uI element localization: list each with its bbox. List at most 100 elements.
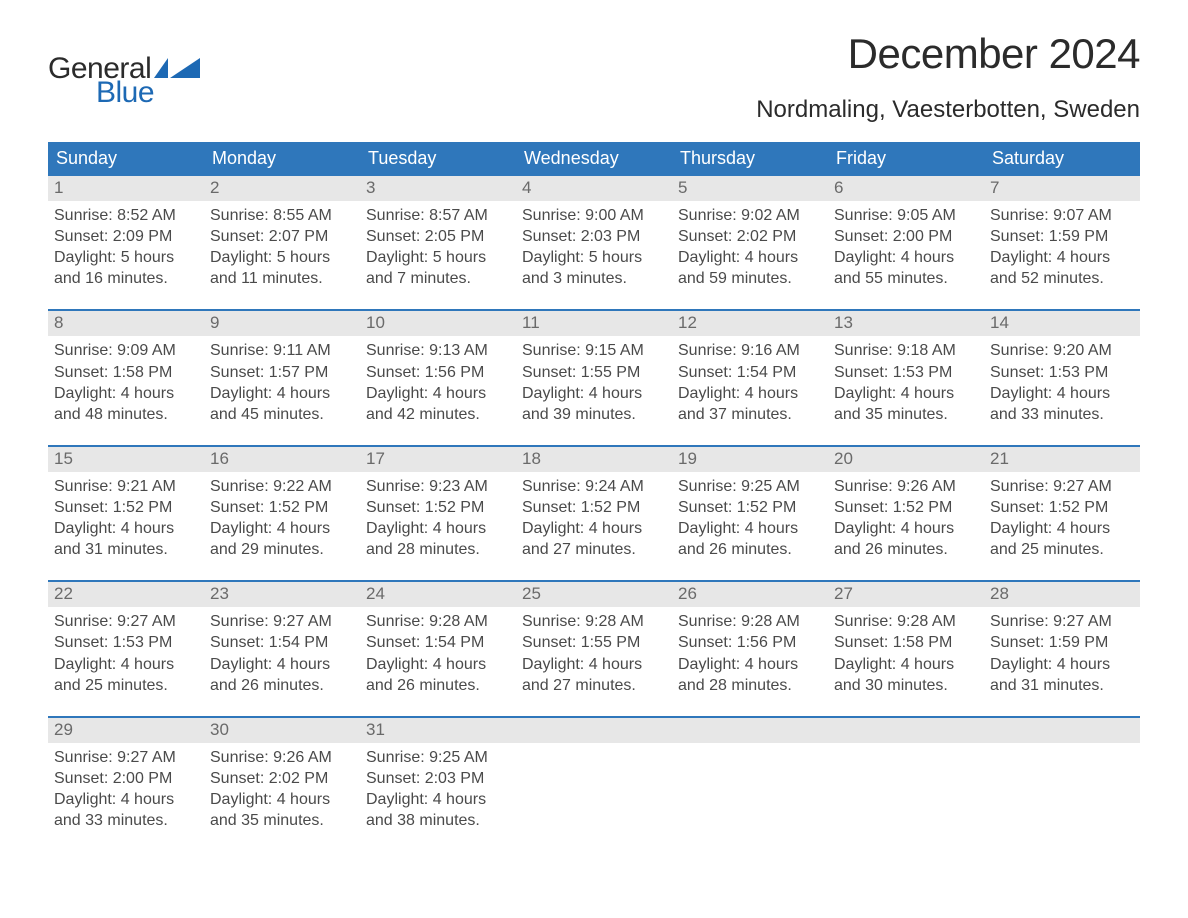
daylight-text-1: Daylight: 4 hours <box>210 789 354 810</box>
daylight-text-2: and 52 minutes. <box>990 268 1134 289</box>
sunset-text: Sunset: 1:59 PM <box>990 632 1134 653</box>
logo-text-blue: Blue <box>96 78 200 108</box>
daylight-text-1: Daylight: 4 hours <box>678 383 822 404</box>
sunset-text: Sunset: 1:58 PM <box>834 632 978 653</box>
weekday-header: Friday <box>828 142 984 176</box>
calendar-day: Sunrise: 9:00 AMSunset: 2:03 PMDaylight:… <box>516 201 672 291</box>
daylight-text-2: and 38 minutes. <box>366 810 510 831</box>
sunrise-text: Sunrise: 9:27 AM <box>210 611 354 632</box>
sunset-text: Sunset: 1:54 PM <box>210 632 354 653</box>
calendar-day <box>516 743 672 833</box>
day-number: 5 <box>672 176 828 201</box>
calendar-day: Sunrise: 9:25 AMSunset: 2:03 PMDaylight:… <box>360 743 516 833</box>
daylight-text-1: Daylight: 4 hours <box>366 789 510 810</box>
calendar-day: Sunrise: 9:27 AMSunset: 1:53 PMDaylight:… <box>48 607 204 697</box>
calendar-day <box>828 743 984 833</box>
calendar-day: Sunrise: 9:25 AMSunset: 1:52 PMDaylight:… <box>672 472 828 562</box>
sunrise-text: Sunrise: 9:27 AM <box>54 747 198 768</box>
sunrise-text: Sunrise: 9:11 AM <box>210 340 354 361</box>
daylight-text-2: and 35 minutes. <box>210 810 354 831</box>
weekday-header: Wednesday <box>516 142 672 176</box>
daylight-text-2: and 25 minutes. <box>990 539 1134 560</box>
sunset-text: Sunset: 1:52 PM <box>522 497 666 518</box>
daylight-text-2: and 31 minutes. <box>990 675 1134 696</box>
calendar-day: Sunrise: 9:27 AMSunset: 1:52 PMDaylight:… <box>984 472 1140 562</box>
daylight-text-2: and 26 minutes. <box>834 539 978 560</box>
daylight-text-1: Daylight: 4 hours <box>366 518 510 539</box>
day-number: 18 <box>516 447 672 472</box>
daylight-text-2: and 27 minutes. <box>522 675 666 696</box>
daylight-text-1: Daylight: 4 hours <box>210 383 354 404</box>
sunset-text: Sunset: 2:03 PM <box>522 226 666 247</box>
weekday-header: Sunday <box>48 142 204 176</box>
calendar-day: Sunrise: 9:18 AMSunset: 1:53 PMDaylight:… <box>828 336 984 426</box>
day-number <box>984 718 1140 723</box>
daylight-text-1: Daylight: 4 hours <box>522 383 666 404</box>
calendar-day: Sunrise: 9:11 AMSunset: 1:57 PMDaylight:… <box>204 336 360 426</box>
daylight-text-2: and 48 minutes. <box>54 404 198 425</box>
sunset-text: Sunset: 1:59 PM <box>990 226 1134 247</box>
daylight-text-1: Daylight: 4 hours <box>366 383 510 404</box>
day-number <box>516 718 672 723</box>
day-body-row: Sunrise: 9:27 AMSunset: 2:00 PMDaylight:… <box>48 743 1140 833</box>
sunrise-text: Sunrise: 9:07 AM <box>990 205 1134 226</box>
daylight-text-1: Daylight: 4 hours <box>210 654 354 675</box>
sunset-text: Sunset: 1:55 PM <box>522 632 666 653</box>
calendar-day: Sunrise: 9:09 AMSunset: 1:58 PMDaylight:… <box>48 336 204 426</box>
day-body-row: Sunrise: 9:09 AMSunset: 1:58 PMDaylight:… <box>48 336 1140 426</box>
daylight-text-1: Daylight: 4 hours <box>54 654 198 675</box>
title-block: December 2024 Nordmaling, Vaesterbotten,… <box>756 30 1140 124</box>
daylight-text-1: Daylight: 4 hours <box>54 789 198 810</box>
day-number: 11 <box>516 311 672 336</box>
daylight-text-2: and 3 minutes. <box>522 268 666 289</box>
daylight-text-2: and 33 minutes. <box>990 404 1134 425</box>
daylight-text-1: Daylight: 4 hours <box>834 518 978 539</box>
daylight-text-2: and 33 minutes. <box>54 810 198 831</box>
sunrise-text: Sunrise: 9:23 AM <box>366 476 510 497</box>
daylight-text-2: and 37 minutes. <box>678 404 822 425</box>
weekday-header: Tuesday <box>360 142 516 176</box>
sunrise-text: Sunrise: 9:09 AM <box>54 340 198 361</box>
daylight-text-2: and 27 minutes. <box>522 539 666 560</box>
day-number: 13 <box>828 311 984 336</box>
daylight-text-1: Daylight: 4 hours <box>990 654 1134 675</box>
day-number: 19 <box>672 447 828 472</box>
sunrise-text: Sunrise: 9:28 AM <box>522 611 666 632</box>
day-number: 29 <box>48 718 204 743</box>
weekday-header: Thursday <box>672 142 828 176</box>
sunrise-text: Sunrise: 9:26 AM <box>210 747 354 768</box>
calendar-day: Sunrise: 9:27 AMSunset: 2:00 PMDaylight:… <box>48 743 204 833</box>
day-number: 7 <box>984 176 1140 201</box>
calendar-day: Sunrise: 9:16 AMSunset: 1:54 PMDaylight:… <box>672 336 828 426</box>
day-number: 16 <box>204 447 360 472</box>
daylight-text-2: and 11 minutes. <box>210 268 354 289</box>
sunrise-text: Sunrise: 8:52 AM <box>54 205 198 226</box>
calendar: Sunday Monday Tuesday Wednesday Thursday… <box>48 142 1140 833</box>
sunrise-text: Sunrise: 9:16 AM <box>678 340 822 361</box>
sunset-text: Sunset: 1:53 PM <box>990 362 1134 383</box>
day-number: 6 <box>828 176 984 201</box>
daylight-text-2: and 31 minutes. <box>54 539 198 560</box>
calendar-day: Sunrise: 9:26 AMSunset: 2:02 PMDaylight:… <box>204 743 360 833</box>
day-body-row: Sunrise: 8:52 AMSunset: 2:09 PMDaylight:… <box>48 201 1140 291</box>
sunrise-text: Sunrise: 9:22 AM <box>210 476 354 497</box>
daylight-text-2: and 25 minutes. <box>54 675 198 696</box>
day-number <box>672 718 828 723</box>
calendar-day: Sunrise: 9:22 AMSunset: 1:52 PMDaylight:… <box>204 472 360 562</box>
calendar-day: Sunrise: 9:24 AMSunset: 1:52 PMDaylight:… <box>516 472 672 562</box>
daylight-text-1: Daylight: 4 hours <box>990 247 1134 268</box>
location: Nordmaling, Vaesterbotten, Sweden <box>756 96 1140 124</box>
day-body-row: Sunrise: 9:27 AMSunset: 1:53 PMDaylight:… <box>48 607 1140 697</box>
calendar-day <box>672 743 828 833</box>
calendar-day: Sunrise: 9:28 AMSunset: 1:54 PMDaylight:… <box>360 607 516 697</box>
day-number: 3 <box>360 176 516 201</box>
daylight-text-2: and 39 minutes. <box>522 404 666 425</box>
daylight-text-1: Daylight: 4 hours <box>54 383 198 404</box>
sunrise-text: Sunrise: 9:27 AM <box>54 611 198 632</box>
calendar-day: Sunrise: 9:27 AMSunset: 1:59 PMDaylight:… <box>984 607 1140 697</box>
calendar-day: Sunrise: 8:52 AMSunset: 2:09 PMDaylight:… <box>48 201 204 291</box>
daylight-text-1: Daylight: 5 hours <box>210 247 354 268</box>
sunset-text: Sunset: 2:02 PM <box>678 226 822 247</box>
calendar-day: Sunrise: 9:26 AMSunset: 1:52 PMDaylight:… <box>828 472 984 562</box>
day-number: 15 <box>48 447 204 472</box>
